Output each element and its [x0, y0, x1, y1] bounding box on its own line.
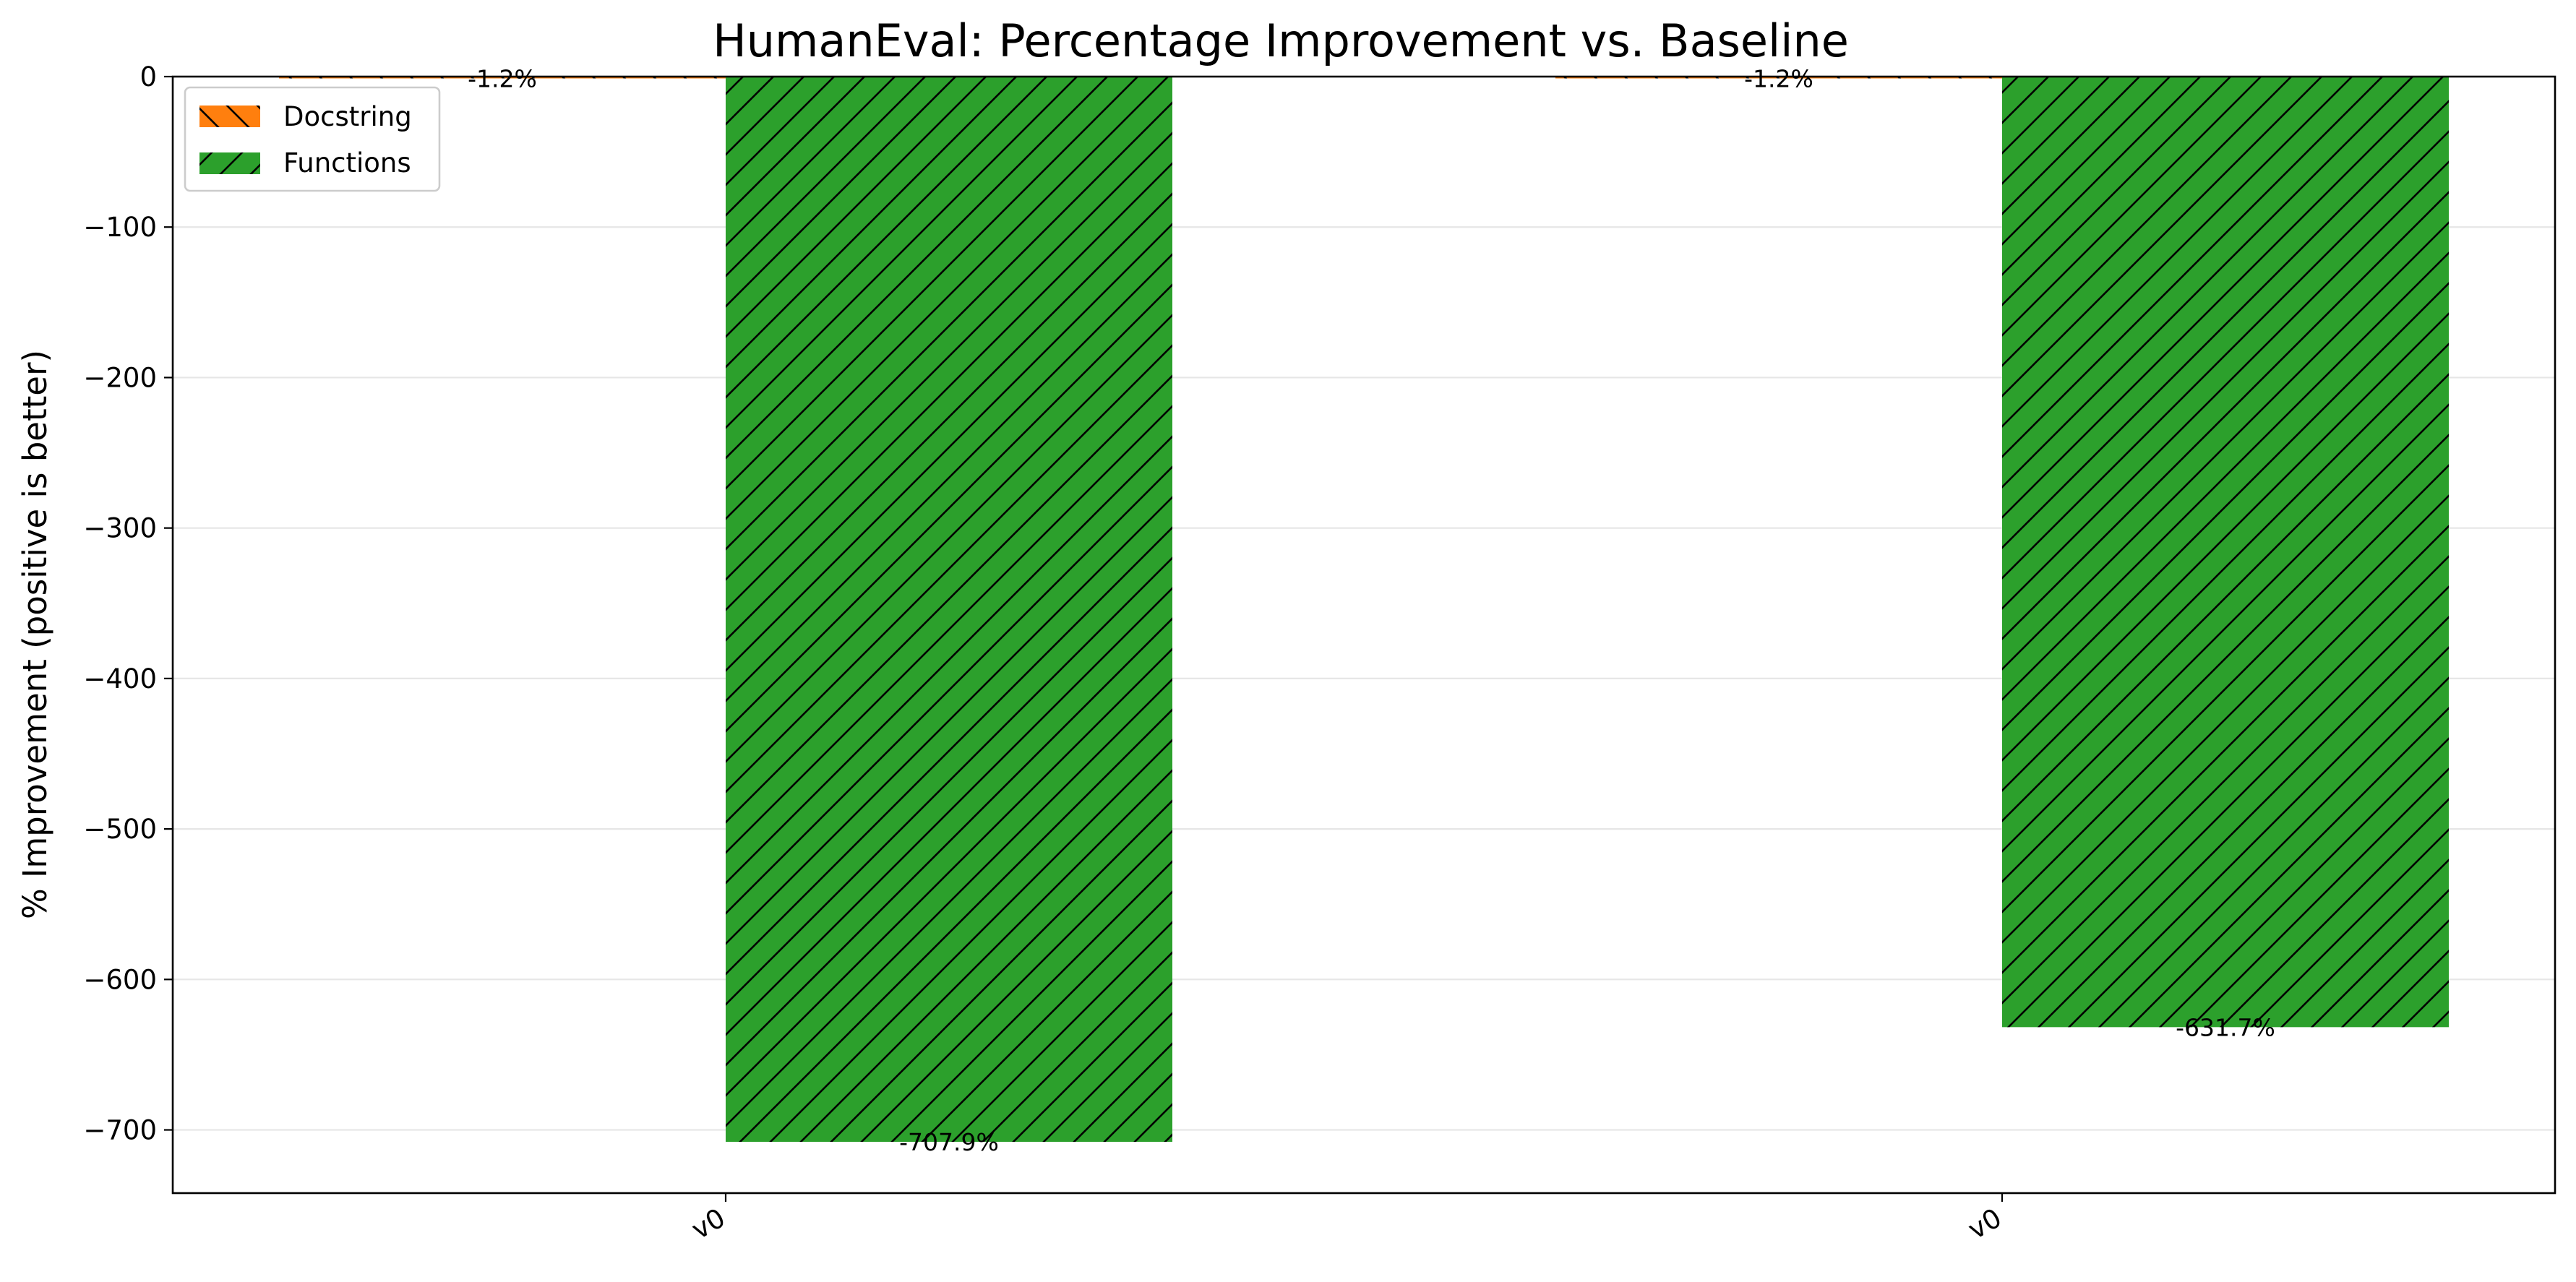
- legend-label-docstring: Docstring: [283, 101, 412, 132]
- legend-label-functions: Functions: [283, 147, 411, 178]
- y-tick-label: −200: [83, 362, 157, 393]
- legend-swatch-docstring-hatch: [199, 106, 260, 127]
- y-tick-label: −700: [83, 1115, 157, 1146]
- y-tick-label: −100: [83, 212, 157, 243]
- x-axis-ticks: v0 v0: [687, 1193, 2007, 1246]
- bar-functions-hatch: [726, 77, 1172, 1142]
- y-tick-label: −400: [83, 663, 157, 694]
- y-tick-label: −600: [83, 964, 157, 995]
- chart-title: HumanEval: Percentage Improvement vs. Ba…: [713, 14, 1849, 67]
- y-tick-label: −500: [83, 814, 157, 845]
- data-label-functions: -631.7%: [2176, 1013, 2275, 1041]
- grid-lines: [173, 226, 2555, 1131]
- y-tick-label: 0: [139, 61, 157, 93]
- y-axis-label: % Improvement (positive is better): [16, 350, 54, 919]
- legend: Docstring Functions: [184, 86, 441, 192]
- y-axis-ticks: 0 −100 −200 −300 −400 −500 −600 −700: [83, 61, 173, 1146]
- x-tick-label: v0: [687, 1203, 731, 1246]
- x-tick-label: v0: [1963, 1203, 2007, 1246]
- legend-swatch-functions-hatch: [199, 152, 260, 174]
- data-label-docstring: -1.2%: [1744, 64, 1813, 93]
- data-label-functions: -707.9%: [899, 1128, 999, 1156]
- data-labels: -1.2% -707.9% -1.2% -631.7%: [468, 64, 2275, 1156]
- y-tick-label: −300: [83, 513, 157, 544]
- bar-functions-hatch: [2002, 77, 2449, 1028]
- data-label-docstring: -1.2%: [468, 64, 537, 93]
- bars: [279, 77, 2449, 1142]
- plot-frame: [171, 75, 2556, 1195]
